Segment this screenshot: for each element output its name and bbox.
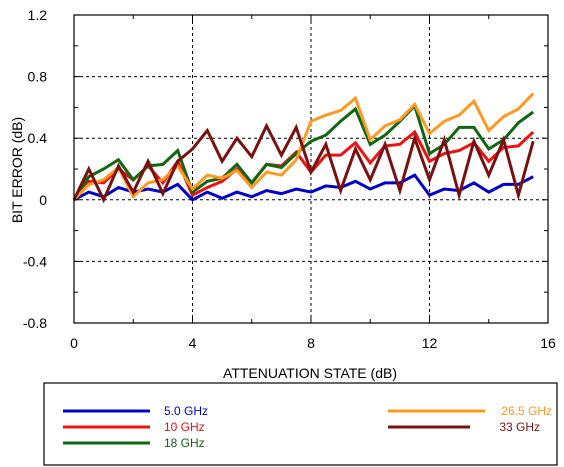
x-tick-label: 12 bbox=[422, 335, 438, 351]
legend-label-18-ghz: 18 GHz bbox=[164, 436, 205, 450]
legend-label-26-5-ghz: 26.5 GHz bbox=[501, 404, 552, 418]
y-axis-title: BIT ERROR (dB) bbox=[9, 117, 25, 223]
y-tick-label: 0.8 bbox=[28, 69, 48, 85]
x-tick-label: 16 bbox=[540, 335, 556, 351]
series-line-33-ghz bbox=[72, 122, 535, 204]
y-tick-label: 0 bbox=[39, 192, 47, 208]
x-axis-title: ATTENUATION STATE (dB) bbox=[223, 365, 397, 381]
legend-label-5-0-ghz: 5.0 GHz bbox=[164, 404, 208, 418]
series-layer bbox=[72, 92, 535, 204]
legend: 5.0 GHz 10 GHz 18 GHz 26.5 GHz 33 GHz bbox=[63, 404, 552, 450]
tick-marks bbox=[73, 14, 549, 324]
y-tick-label: 0.4 bbox=[28, 130, 48, 146]
x-tick-label: 4 bbox=[189, 335, 197, 351]
legend-box bbox=[43, 382, 558, 466]
x-tick-label: 8 bbox=[307, 335, 315, 351]
y-tick-label: 1.2 bbox=[28, 7, 48, 23]
grid bbox=[74, 15, 548, 323]
y-tick-label: -0.4 bbox=[23, 253, 47, 269]
x-tick-labels: 0 4 8 12 16 bbox=[70, 335, 556, 351]
y-tick-label: -0.8 bbox=[23, 315, 47, 331]
x-tick-label: 0 bbox=[70, 335, 78, 351]
series-line-26-5-ghz bbox=[72, 92, 535, 201]
legend-label-10-ghz: 10 GHz bbox=[164, 420, 205, 434]
y-tick-labels: 1.2 0.8 0.4 0 -0.4 -0.8 bbox=[23, 7, 47, 331]
legend-label-33-ghz: 33 GHz bbox=[499, 420, 540, 434]
